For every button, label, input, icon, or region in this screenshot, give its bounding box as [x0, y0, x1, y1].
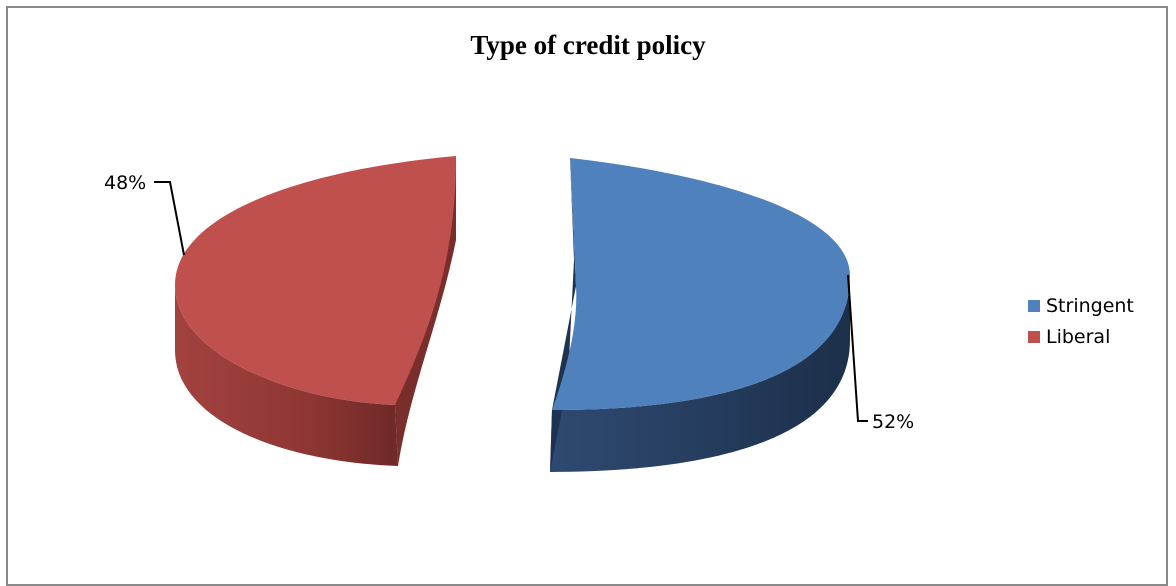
slice-cut-stringent [550, 158, 576, 472]
chart-title: Type of credit policy [470, 30, 706, 60]
slice-stringent [552, 158, 850, 410]
data-label-liberal: 48% [104, 172, 146, 194]
slice-side-stringent [550, 276, 850, 472]
slice-cut-liberal [395, 156, 456, 466]
leader-line-liberal [154, 181, 185, 256]
leader-line-stringent [847, 274, 868, 422]
slice-liberal [175, 156, 456, 405]
slice-side-liberal [175, 285, 398, 466]
legend-swatch-stringent [1028, 299, 1040, 312]
legend: Stringent Liberal [1028, 290, 1134, 352]
legend-label-liberal: Liberal [1046, 325, 1111, 348]
legend-item-stringent: Stringent [1028, 290, 1134, 321]
data-label-stringent: 52% [872, 411, 914, 433]
legend-label-stringent: Stringent [1046, 294, 1134, 317]
legend-swatch-liberal [1028, 330, 1040, 343]
legend-item-liberal: Liberal [1028, 321, 1134, 352]
